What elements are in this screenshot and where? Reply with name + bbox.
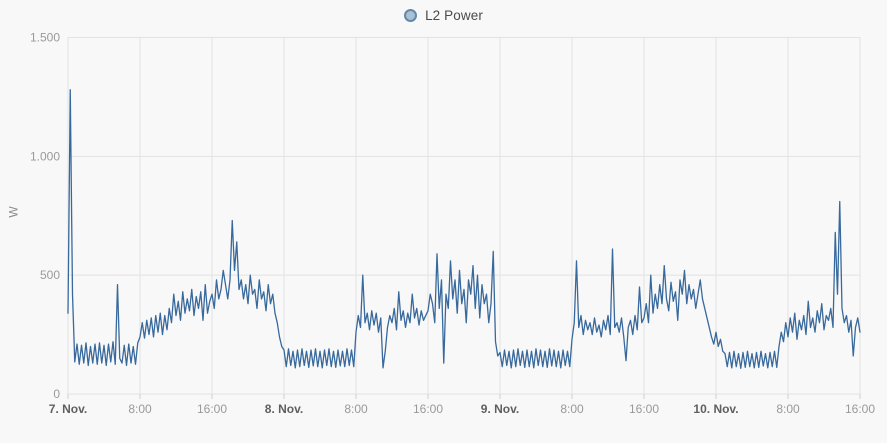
- y-tick-label: 1.500: [30, 31, 60, 45]
- x-time-label: 8:00: [128, 402, 152, 416]
- legend-marker-icon: [404, 8, 418, 22]
- y-tick-label: 500: [40, 268, 60, 282]
- x-time-label: 8:00: [560, 402, 584, 416]
- legend-label: L2 Power: [425, 7, 483, 23]
- x-day-label: 8. Nov.: [265, 402, 303, 416]
- x-time-label: 8:00: [776, 402, 800, 416]
- y-tick-label: 0: [53, 387, 60, 401]
- x-day-label: 10. Nov.: [693, 402, 738, 416]
- y-tick-label: 1.000: [30, 149, 60, 163]
- x-time-label: 16:00: [413, 402, 443, 416]
- series-line[interactable]: [67, 89, 861, 369]
- chart-legend[interactable]: L2 Power: [0, 5, 887, 25]
- x-time-label: 16:00: [197, 402, 227, 416]
- x-day-label: 9. Nov.: [481, 402, 519, 416]
- x-time-label: 16:00: [845, 402, 875, 416]
- x-time-label: 8:00: [344, 402, 368, 416]
- x-day-label: 7. Nov.: [49, 402, 87, 416]
- x-time-label: 16:00: [629, 402, 659, 416]
